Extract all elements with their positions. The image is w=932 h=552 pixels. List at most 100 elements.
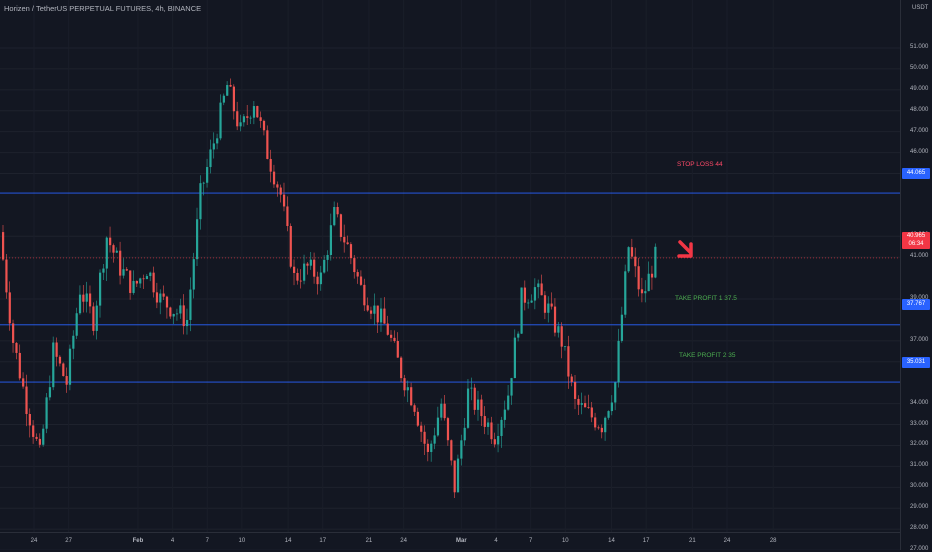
candle-body [476,399,480,410]
candle-body [383,308,386,324]
candle-body [570,376,573,382]
candle-body [232,86,236,112]
candle-body [48,387,52,398]
candle-body [567,346,570,377]
candle-body [630,247,634,257]
candle-body [18,352,21,379]
candle-body [393,337,396,342]
price-levels [0,192,900,383]
down-arrow-icon [677,240,693,258]
candle-body [597,427,600,429]
candle-body [594,417,597,428]
time-tick-label: Mar [456,538,467,544]
candle-body [507,395,510,410]
candle-body [349,244,353,259]
price-tick-label: 27.000 [910,546,929,552]
candle-body [356,272,359,277]
candle-body [226,85,229,96]
candle-body [112,245,115,253]
candle-body [68,348,72,385]
candle-body [620,314,624,341]
candle-body [463,427,466,441]
candle-body [436,417,440,436]
candle-body [610,402,613,412]
candle-body [420,425,423,432]
candle-body [654,246,657,278]
candle-body [537,283,540,288]
candle-body [242,116,246,123]
candle-body [634,256,637,267]
candle-body [189,289,192,320]
candle-body [149,272,152,277]
candle-body [553,306,557,333]
candle-body [406,387,409,391]
time-tick-label: 17 [642,538,650,544]
bar-countdown-timer: 06:34 [908,241,924,247]
time-tick-label: 4 [170,538,175,544]
candle-body [99,272,102,306]
candle-body [279,187,282,195]
candle-body [55,342,58,357]
candle-body [617,340,620,383]
candle-body [560,326,563,347]
candle-body [379,308,383,323]
time-tick-label: 21 [689,538,696,544]
candle-body [175,313,179,315]
chart-grid [0,47,900,550]
time-tick-label: 24 [723,538,731,544]
candle-body [557,326,560,333]
take-profit-2-price-tag[interactable]: 35.031 [902,357,930,368]
take-profit-1-price-tag[interactable]: 37.767 [902,299,930,310]
candle-body [456,458,460,493]
candle-body [480,399,483,417]
candle-body [353,258,356,273]
currency-unit[interactable]: USDT [912,5,929,11]
candle-body [650,273,654,278]
candle-body [142,278,145,280]
price-tick-label: 48.000 [910,106,929,113]
candle-body [627,247,630,272]
candle-body [640,289,644,294]
candle-body [359,276,363,285]
candle-body [550,303,553,307]
take-profit-2-label: TAKE PROFIT 2 35 [679,352,736,359]
candle-body [637,266,640,290]
candle-body [366,305,369,311]
time-axis[interactable] [0,532,900,551]
candle-body [239,122,242,127]
candle-body [12,323,15,343]
candle-body [453,460,456,493]
stop-loss-price-tag[interactable]: 44.065 [902,168,930,179]
candle-body [390,334,393,338]
time-tick-label: 10 [561,538,569,544]
candle-body [75,313,78,336]
candle-body [293,266,296,273]
current-price-tag[interactable]: 40.965 06:34 [902,232,930,249]
candle-body [497,435,500,445]
candle-body [319,272,322,285]
candle-body [249,117,252,119]
candle-body [523,287,527,303]
candle-body [78,294,82,314]
candle-body [109,237,112,246]
candle-body [276,184,279,188]
time-tick-label: 7 [205,538,209,544]
candle-body [336,206,339,215]
candle-body [604,417,607,433]
candle-body [326,254,329,260]
candle-body [460,440,463,459]
candle-body [443,403,446,419]
candle-body [624,271,627,315]
candle-body [92,306,95,331]
candle-body [196,219,199,260]
time-tick-label: 7 [528,538,533,544]
candle-body [343,236,346,243]
candle-series[interactable] [2,78,657,498]
candle-body [62,363,65,377]
candle-body [132,280,135,293]
price-axis[interactable] [900,0,932,550]
candle-body [446,418,450,441]
candle-body [72,335,75,349]
candle-body [493,439,496,445]
